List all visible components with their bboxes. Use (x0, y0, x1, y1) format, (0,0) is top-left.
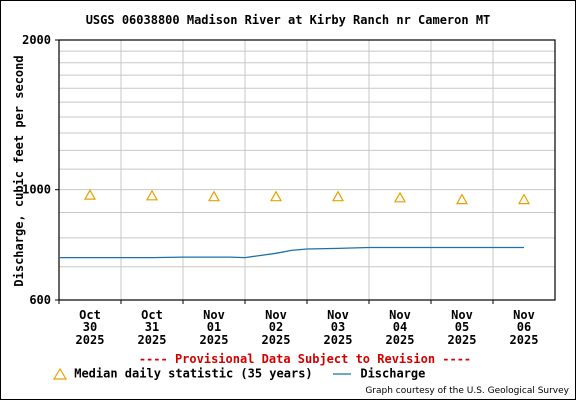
x-tick-label-month: Nov (327, 308, 349, 322)
x-tick-label-day: 06 (517, 320, 531, 334)
x-tick-label-year: 2025 (510, 333, 539, 347)
median-marker (393, 191, 407, 203)
x-tick-label-month: Nov (451, 308, 473, 322)
median-marker (269, 190, 283, 202)
x-tick-label-year: 2025 (324, 333, 353, 347)
x-tick-label-month: Nov (203, 308, 225, 322)
y-tick-label: 2000 (22, 33, 51, 47)
x-tick-label-year: 2025 (138, 333, 167, 347)
median-marker (331, 190, 345, 202)
x-tick-label-day: 30 (83, 320, 97, 334)
median-marker (517, 193, 531, 205)
x-tick-label-year: 2025 (200, 333, 229, 347)
x-tick-label-day: 31 (145, 320, 159, 334)
legend-median-label: Median daily statistic (35 years) (74, 366, 313, 381)
y-tick-label: 1000 (22, 183, 51, 197)
legend: Median daily statistic (35 years) Discha… (53, 366, 425, 381)
discharge-line (59, 246, 524, 259)
x-tick-label-year: 2025 (448, 333, 477, 347)
x-tick-label-year: 2025 (386, 333, 415, 347)
y-tick-label: 600 (29, 293, 51, 307)
x-tick-label-day: 03 (331, 320, 345, 334)
x-tick-label-month: Nov (513, 308, 535, 322)
x-tick-label-day: 01 (207, 320, 221, 334)
x-tick-label-day: 02 (269, 320, 283, 334)
x-tick-label-day: 05 (455, 320, 469, 334)
median-marker (455, 193, 469, 205)
provisional-notice: ---- Provisional Data Subject to Revisio… (138, 352, 472, 366)
x-tick-label-day: 04 (393, 320, 407, 334)
median-legend-icon (53, 367, 74, 381)
credit-text: Graph courtesy of the U.S. Geological Su… (365, 386, 569, 396)
x-tick-label-month: Nov (389, 308, 411, 322)
x-tick-label-month: Oct (79, 308, 101, 322)
x-tick-label-month: Nov (265, 308, 287, 322)
x-tick-label-year: 2025 (262, 333, 291, 347)
discharge-legend-icon (333, 367, 360, 381)
chart-title: USGS 06038800 Madison River at Kirby Ran… (85, 13, 491, 27)
median-marker (83, 188, 97, 200)
median-marker (145, 189, 159, 201)
legend-discharge-label: Discharge (360, 366, 426, 381)
median-marker (207, 190, 221, 202)
x-tick-label-month: Oct (141, 308, 163, 322)
x-tick-label-year: 2025 (76, 333, 105, 347)
